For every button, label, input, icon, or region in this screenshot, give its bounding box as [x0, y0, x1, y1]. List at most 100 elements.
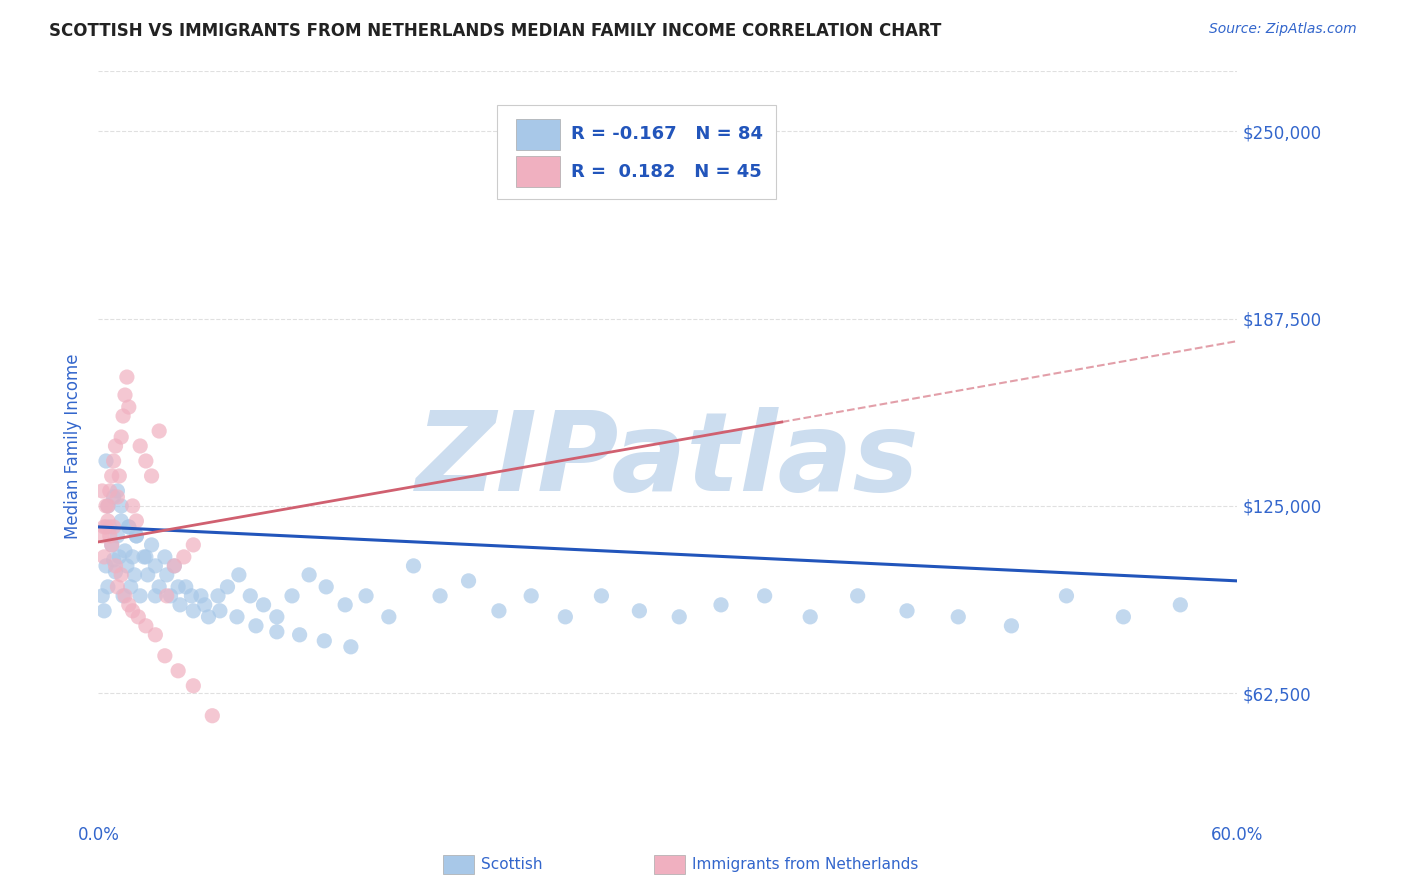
Point	[173, 549, 195, 564]
Point	[378, 610, 401, 624]
Point	[100, 538, 122, 552]
Point	[97, 514, 120, 528]
Point	[118, 598, 141, 612]
Point	[112, 589, 135, 603]
Point	[94, 499, 117, 513]
Point	[159, 589, 181, 603]
Point	[114, 388, 136, 402]
Point	[457, 574, 479, 588]
Bar	[516, 119, 560, 150]
Point	[183, 604, 205, 618]
Point	[129, 589, 152, 603]
Bar	[516, 156, 560, 187]
Point	[114, 589, 136, 603]
Point	[121, 604, 143, 618]
Text: SCOTTISH VS IMMIGRANTS FROM NETHERLANDS MEDIAN FAMILY INCOME CORRELATION CHART: SCOTTISH VS IMMIGRANTS FROM NETHERLANDS …	[49, 22, 942, 40]
Point	[110, 499, 132, 513]
Point	[121, 499, 143, 513]
Point	[98, 529, 121, 543]
Point	[129, 439, 152, 453]
Point	[93, 604, 115, 618]
Point	[163, 558, 186, 573]
Y-axis label: Median Family Income: Median Family Income	[65, 353, 83, 539]
Point	[153, 549, 176, 564]
FancyBboxPatch shape	[498, 105, 776, 199]
Point	[145, 558, 167, 573]
Point	[115, 370, 138, 384]
Point	[145, 589, 167, 603]
Point	[118, 400, 141, 414]
Point	[252, 598, 274, 612]
Point	[180, 589, 202, 603]
Point	[288, 628, 311, 642]
Point	[104, 439, 127, 453]
Point	[103, 553, 125, 567]
Point	[298, 567, 321, 582]
Point	[141, 469, 163, 483]
Point	[174, 580, 197, 594]
Point	[799, 610, 821, 624]
Point	[163, 558, 186, 573]
Point	[97, 499, 120, 513]
Text: ZIPatlas: ZIPatlas	[416, 408, 920, 515]
Point	[197, 610, 219, 624]
Point	[136, 567, 159, 582]
Point	[97, 580, 120, 594]
Point	[104, 558, 127, 573]
Point	[124, 567, 146, 582]
Point	[93, 520, 115, 534]
Point	[98, 520, 121, 534]
Point	[148, 580, 170, 594]
Point	[118, 520, 141, 534]
Point	[110, 514, 132, 528]
Point	[135, 454, 157, 468]
Point	[125, 529, 148, 543]
Point	[91, 589, 114, 603]
Point	[110, 567, 132, 582]
Point	[190, 589, 212, 603]
Point	[217, 580, 239, 594]
Point	[628, 604, 651, 618]
Point	[107, 483, 129, 498]
Point	[314, 633, 336, 648]
Point	[1112, 610, 1135, 624]
Text: Source: ZipAtlas.com: Source: ZipAtlas.com	[1209, 22, 1357, 37]
Point	[118, 520, 141, 534]
Point	[112, 409, 135, 423]
Point	[91, 483, 114, 498]
Point	[201, 708, 224, 723]
Point	[108, 469, 131, 483]
Point	[132, 549, 155, 564]
Point	[710, 598, 733, 612]
Point	[239, 589, 262, 603]
Point	[591, 589, 613, 603]
Point	[340, 640, 363, 654]
Point	[107, 580, 129, 594]
Point	[668, 610, 690, 624]
Point	[488, 604, 510, 618]
Point	[167, 580, 190, 594]
Point	[1000, 619, 1022, 633]
Point	[100, 538, 122, 552]
Point	[94, 454, 117, 468]
Point	[107, 529, 129, 543]
Point	[104, 565, 127, 579]
Point	[107, 490, 129, 504]
Point	[145, 628, 167, 642]
Point	[115, 558, 138, 573]
Point	[194, 598, 217, 612]
Point	[402, 558, 425, 573]
Point	[354, 589, 377, 603]
Point	[169, 598, 191, 612]
Point	[335, 598, 357, 612]
Point	[167, 664, 190, 678]
Point	[148, 424, 170, 438]
Point	[520, 589, 543, 603]
Point	[315, 580, 337, 594]
Point	[135, 549, 157, 564]
Point	[120, 580, 142, 594]
Point	[228, 567, 250, 582]
Point	[121, 549, 143, 564]
Point	[91, 529, 114, 543]
Point	[948, 610, 970, 624]
